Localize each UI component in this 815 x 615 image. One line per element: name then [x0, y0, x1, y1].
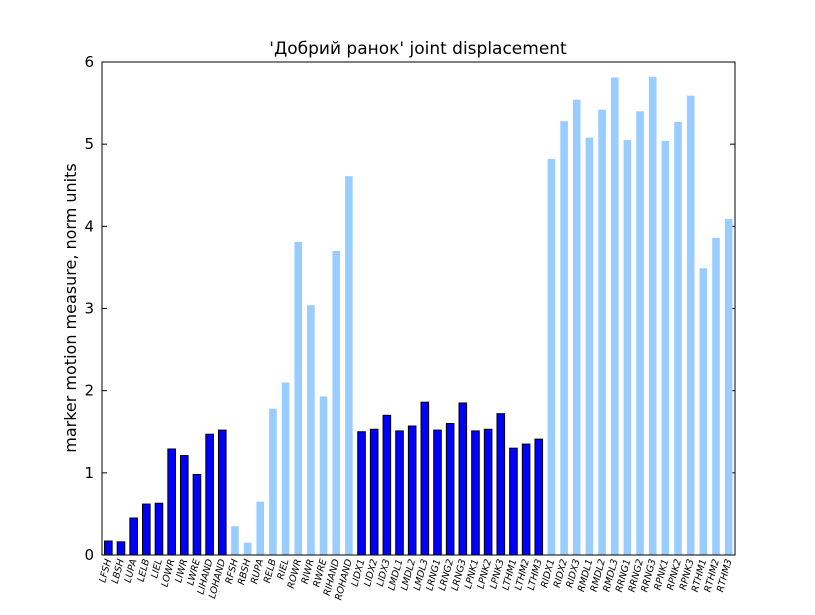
- bar-lidx2: [369, 428, 379, 556]
- y-tick-label: 5: [84, 135, 94, 153]
- bar-lthm2: [521, 443, 531, 556]
- bar-lrng2: [445, 423, 455, 556]
- bar-relb: [269, 408, 277, 555]
- bars: [104, 76, 733, 556]
- bar-rthm2: [712, 237, 720, 555]
- bar-rohand: [345, 176, 353, 555]
- bar-lihand: [205, 433, 214, 556]
- bar-lupa: [129, 517, 138, 556]
- x-tick-label: LIEL: [149, 558, 165, 580]
- bar-rpnk1: [661, 140, 670, 555]
- y-tick-label: 4: [84, 217, 94, 235]
- bar-lmdl1: [395, 430, 404, 556]
- y-tick-label: 0: [84, 546, 94, 564]
- bar-rpnk2: [674, 121, 682, 556]
- bar-lthm1: [509, 447, 518, 556]
- bar-lowr: [167, 448, 176, 556]
- bar-lfsh: [104, 540, 113, 556]
- bar-lthm3: [534, 438, 544, 556]
- bar-lrng3: [458, 402, 468, 556]
- bar-rmdl3: [610, 77, 619, 555]
- bar-rfsh: [231, 526, 239, 555]
- bar-rthm3: [724, 218, 733, 555]
- plot-frame: [101, 61, 736, 556]
- bar-lidx3: [382, 414, 392, 556]
- bar-lrng1: [433, 429, 442, 556]
- bar-rihand: [332, 250, 341, 555]
- bar-rrng3: [648, 76, 657, 555]
- bar-lpnk3: [496, 413, 506, 556]
- bar-rmdl1: [585, 137, 594, 556]
- bar-rbsh: [243, 542, 252, 555]
- bar-lmdl3: [420, 401, 430, 556]
- bar-riwr: [307, 305, 315, 555]
- bar-ridx2: [560, 121, 568, 555]
- bar-liwr: [179, 455, 189, 556]
- bar-lpnk2: [483, 428, 493, 556]
- bar-rupa: [256, 501, 265, 555]
- bar-rrng1: [623, 140, 632, 555]
- y-axis-label: marker motion measure, norm units: [61, 163, 80, 452]
- x-tick-label: RIEL: [275, 558, 291, 581]
- bar-lwre: [192, 473, 202, 556]
- bar-liel: [154, 502, 164, 556]
- bar-lpnk1: [471, 430, 480, 556]
- bar-lmdl2: [407, 425, 417, 556]
- bar-rmdl2: [598, 109, 606, 555]
- bar-lelb: [142, 503, 151, 556]
- bar-ridx1: [547, 158, 556, 555]
- bar-lohand: [217, 429, 227, 556]
- bar-rthm1: [699, 268, 708, 555]
- y-tick-label: 6: [84, 53, 94, 71]
- x-axis-ticks: LFSHLBSHLUPALELBLIELLOWRLIWRLWRELIHANDLO…: [97, 558, 734, 602]
- y-tick-label: 1: [84, 464, 94, 482]
- y-tick-label: 2: [84, 382, 94, 400]
- bar-rrng2: [636, 111, 644, 556]
- y-tick-label: 3: [84, 300, 94, 318]
- bar-rowr: [294, 241, 303, 555]
- bar-rwre: [319, 396, 328, 555]
- bar-lbsh: [116, 541, 126, 556]
- bar-lidx1: [357, 431, 366, 556]
- bar-riel: [281, 382, 290, 555]
- bar-rpnk3: [686, 95, 695, 556]
- bar-ridx3: [572, 99, 581, 556]
- chart-title: 'Добрий ранок' joint displacement: [269, 39, 567, 59]
